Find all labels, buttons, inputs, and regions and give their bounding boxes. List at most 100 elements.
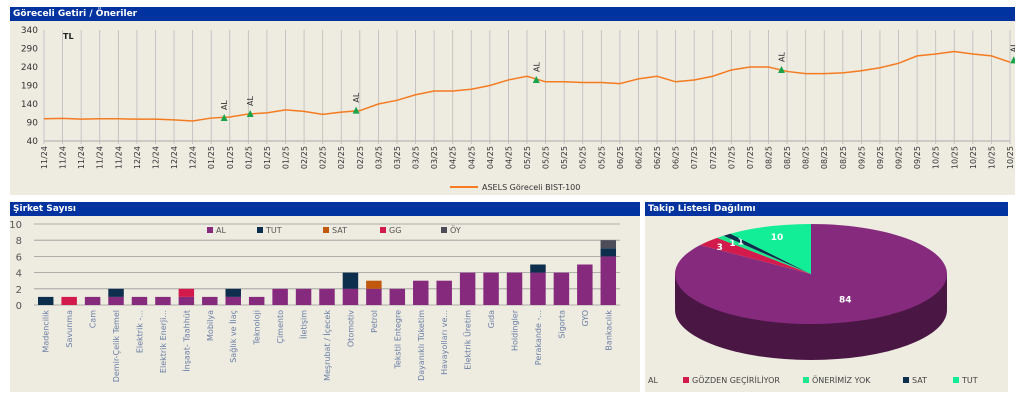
- x-tick-label: 05/25: [560, 146, 569, 169]
- legend-label: TUT: [265, 226, 282, 235]
- category-label: Elektrik Enerji...: [159, 310, 168, 373]
- category-label: Teknoloji: [253, 310, 262, 346]
- bar-al: [389, 288, 406, 305]
- x-tick-label: 05/25: [523, 146, 532, 169]
- y-tick-label: 0: [16, 301, 22, 312]
- category-label: Elektrik Üretim: [463, 310, 473, 370]
- x-tick-label: 06/25: [634, 146, 643, 169]
- category-label: Çimento: [276, 310, 285, 344]
- signal-label: AL: [778, 51, 787, 61]
- slice-value-label: 1: [738, 238, 744, 248]
- bar-öy: [600, 240, 617, 249]
- x-tick-label: 01/25: [207, 146, 216, 169]
- bar-al: [178, 296, 195, 305]
- category-label: Demir-Çelik Temel: [112, 310, 121, 382]
- x-tick-label: 11/24: [96, 146, 105, 169]
- x-tick-label: 07/25: [690, 146, 699, 169]
- y-tick-label: 40: [27, 137, 39, 147]
- buy-signal-marker: [532, 75, 540, 83]
- pie-slice-1: [700, 237, 811, 274]
- signal-label: AL: [532, 61, 541, 71]
- legend-swatch: [207, 227, 213, 233]
- bar-al: [506, 272, 523, 305]
- x-tick-label: 04/25: [467, 146, 476, 169]
- x-tick-label: 01/25: [282, 146, 291, 169]
- x-tick-label: 02/25: [337, 146, 346, 169]
- category-label: Elektrik -...: [135, 310, 144, 353]
- x-tick-label: 06/25: [672, 146, 681, 169]
- x-tick-label: 03/25: [412, 146, 421, 169]
- x-tick-label: 11/24: [77, 146, 86, 169]
- category-label: Gıda: [487, 310, 496, 329]
- signal-label: AL: [1010, 42, 1015, 52]
- x-tick-label: 12/24: [170, 146, 179, 169]
- x-tick-label: 08/25: [765, 146, 774, 169]
- slice-value-label: 3: [717, 243, 723, 253]
- legend-label: SAT: [912, 376, 927, 385]
- category-label: Tekstil Entegre: [393, 310, 402, 370]
- x-tick-label: 03/25: [430, 146, 439, 169]
- x-tick-label: 11/24: [40, 146, 49, 169]
- bar-al: [342, 288, 359, 305]
- x-tick-label: 09/25: [913, 146, 922, 169]
- category-label: Mobilya: [206, 310, 215, 341]
- category-label: Cam: [89, 310, 98, 328]
- legend-label: GÖZDEN GEÇİRİLİYOR: [692, 375, 780, 385]
- bar-al: [295, 288, 312, 305]
- legend-label: GG: [389, 226, 401, 235]
- signal-label: AL: [246, 96, 255, 106]
- x-tick-label: 12/24: [133, 146, 142, 169]
- x-tick-label: 01/25: [263, 146, 272, 169]
- y-tick-label: 90: [27, 119, 39, 129]
- bar-al: [483, 272, 499, 305]
- legend-label: ÖY: [450, 225, 461, 235]
- bar-al: [131, 296, 148, 305]
- x-tick-label: 04/25: [504, 146, 513, 169]
- legend-label: ÖNERİMİZ YOK: [812, 375, 871, 385]
- x-tick-label: 07/25: [727, 146, 736, 169]
- category-label: GYO: [581, 310, 590, 327]
- x-tick-label: 09/25: [895, 146, 904, 169]
- category-label: İnşaat- Taahhüt: [181, 310, 191, 372]
- unit-label: TL: [63, 32, 74, 41]
- x-tick-label: 11/24: [114, 146, 123, 169]
- watchlist-panel: Takip Listesi Dağılımı 84 3 1 1 10 AL GÖZDEN G…: [645, 202, 1008, 392]
- x-tick-label: 07/25: [746, 146, 755, 169]
- bar-tut: [108, 288, 124, 297]
- relative-return-chart: 40 90 140 190 240 290 340 11/24 11/24 11/24 11/24 1…: [21, 26, 1015, 192]
- category-label: Holdingler: [511, 309, 520, 351]
- x-tick-label: 09/25: [857, 146, 866, 169]
- buy-signal-marker: [246, 109, 254, 117]
- x-tick-label: 10/25: [950, 146, 959, 169]
- x-tick-label: 06/25: [616, 146, 625, 169]
- x-tick-label: 08/25: [839, 146, 848, 169]
- category-label: Havayolları ve...: [440, 310, 449, 375]
- x-tick-label: 03/25: [393, 146, 402, 169]
- bar-al: [553, 272, 570, 305]
- category-label: Otomotiv: [346, 310, 355, 347]
- bar-al: [436, 280, 452, 305]
- bar-al: [366, 288, 382, 305]
- company-count-chart: 0 2 4 6 8 10 Madencilik Savunma Cam Demir-Çelik T…: [10, 220, 620, 382]
- x-tick-label: 10/25: [932, 146, 941, 169]
- x-tick-label: 05/25: [542, 146, 551, 169]
- x-tick-label: 02/25: [319, 146, 328, 169]
- bar-gg: [61, 296, 77, 305]
- x-tick-label: 10/25: [987, 146, 996, 169]
- x-tick-label: 12/24: [189, 146, 198, 169]
- pie-slice-2: [717, 235, 811, 274]
- pie-slice-4: [730, 224, 811, 274]
- x-tick-label: 04/25: [449, 146, 458, 169]
- y-tick-label: 2: [16, 285, 22, 296]
- legend-label: AL: [648, 376, 658, 385]
- x-tick-label: 01/25: [244, 146, 253, 169]
- x-tick-label: 08/25: [820, 146, 829, 169]
- panel-title: Göreceli Getiri / Öneriler: [10, 7, 1015, 21]
- bar-tut: [600, 248, 617, 257]
- bar-al: [202, 296, 218, 305]
- bar-al: [108, 296, 124, 305]
- relative-return-panel: Göreceli Getiri / Öneriler 40 90 140 190 240…: [10, 7, 1015, 195]
- bar-gg: [178, 288, 195, 297]
- y-tick-label: 4: [16, 269, 22, 280]
- y-tick-label: 240: [21, 63, 38, 73]
